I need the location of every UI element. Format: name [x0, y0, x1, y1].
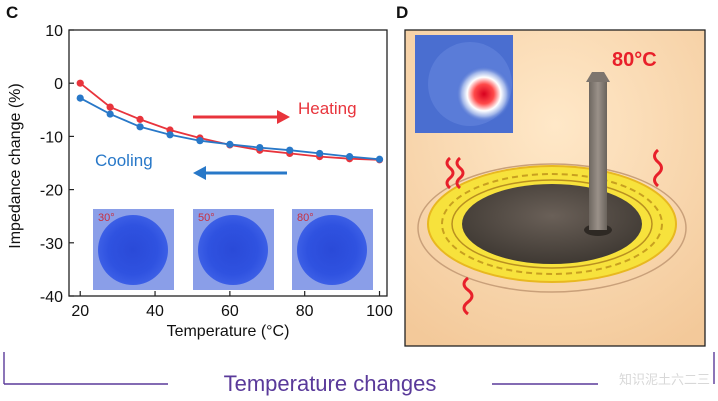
- y-tick-label-5: -40: [40, 289, 63, 306]
- caption-bracket: [3, 352, 715, 385]
- cooling-annotation: Cooling: [95, 151, 153, 170]
- y-tick-label-2: -10: [40, 129, 63, 146]
- cooling-point-7: [286, 146, 294, 154]
- heating-point-2: [136, 115, 144, 123]
- y-axis: 10 0 -10 -20 -30 -40: [40, 23, 74, 306]
- x-axis-label: Temperature (°C): [167, 323, 290, 340]
- cooling-point-6: [256, 143, 264, 152]
- heating-annotation: Heating: [298, 99, 357, 118]
- plot-frame: [68, 29, 388, 297]
- y-tick-label-3: -20: [40, 183, 63, 200]
- cooling-point-2: [136, 123, 144, 131]
- cooling-point-8: [316, 149, 324, 158]
- inset-50: 50°: [193, 209, 274, 290]
- x-tick-label-0: 20: [71, 303, 89, 320]
- panel-d-illustration: [404, 29, 706, 347]
- cooling-point-3: [166, 131, 174, 139]
- inset-50-label: 50°: [198, 212, 215, 224]
- figure-caption: Temperature changes: [224, 371, 437, 396]
- cooling-point-10: [375, 155, 384, 163]
- inset-80-label: 80°: [297, 212, 314, 224]
- inset-30-label: 30°: [98, 212, 115, 224]
- y-tick-label-4: -30: [40, 236, 63, 253]
- inset-80: 80°: [292, 209, 373, 290]
- panel-d-label: D: [396, 3, 408, 22]
- x-tick-label-1: 40: [146, 303, 164, 320]
- series-layer: [76, 79, 384, 164]
- x-tick-label-3: 80: [296, 303, 314, 320]
- cooling-arrow: [193, 166, 287, 180]
- y-tick-label-1: 0: [54, 76, 63, 93]
- x-tick-label-4: 100: [366, 303, 393, 320]
- heating-point-0: [76, 79, 84, 87]
- x-tick-label-2: 60: [221, 303, 239, 320]
- y-axis-label: Impedance change (%): [7, 83, 24, 248]
- cooling-point-5: [226, 140, 234, 148]
- x-axis: 20 40 60 80 100: [71, 291, 393, 320]
- cooling-point-0: [76, 94, 84, 102]
- cooling-point-4: [196, 137, 204, 145]
- inset-30: 30°: [93, 209, 174, 290]
- cooling-point-9: [345, 153, 354, 161]
- panel-c-label: C: [6, 3, 18, 22]
- watermark: 知识泥土六二三: [619, 372, 710, 387]
- y-tick-label-0: 10: [45, 23, 63, 40]
- temperature-label: 80°C: [612, 49, 657, 71]
- heating-arrow: [193, 110, 290, 124]
- heating-point-1: [106, 103, 114, 111]
- cooling-point-1: [106, 110, 114, 118]
